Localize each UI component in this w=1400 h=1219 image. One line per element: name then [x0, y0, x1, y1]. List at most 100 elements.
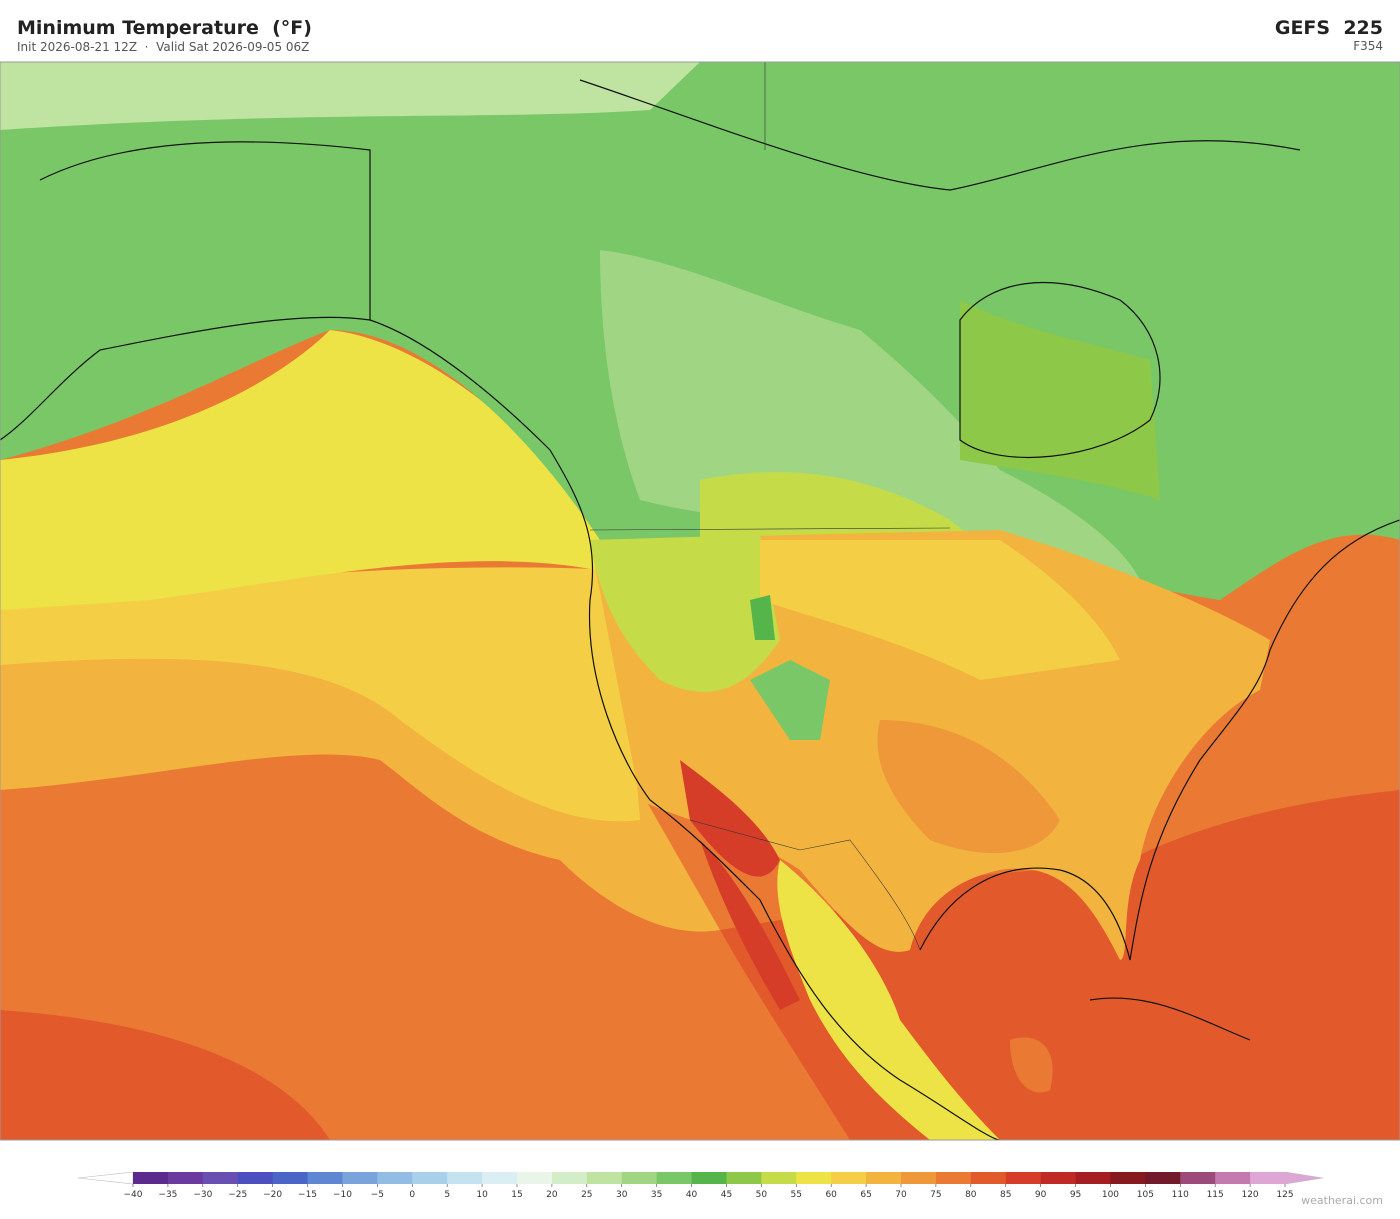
colorbar-tick-label: 55 [791, 1190, 802, 1200]
colorbar-bin [412, 1172, 448, 1184]
colorbar-tick-label: 65 [860, 1190, 871, 1200]
yucatan [1010, 1037, 1053, 1093]
colorbar-tick-label: 115 [1207, 1190, 1224, 1200]
colorbar-bin [517, 1172, 553, 1184]
colorbar-tick-label: 10 [476, 1190, 488, 1200]
colorbar-tick-label: 35 [651, 1190, 662, 1200]
colorbar-bin [761, 1172, 797, 1184]
atlantic-warm [1150, 660, 1400, 850]
cuba [1089, 997, 1251, 1041]
colorbar-bin [342, 1172, 378, 1184]
colorbar-tick-label: 45 [721, 1190, 732, 1200]
colorbar-bin [1005, 1172, 1042, 1184]
ocean-yellow-orange [0, 567, 640, 822]
colorbar-bin [377, 1172, 413, 1184]
us-canada-border [589, 527, 951, 531]
colorbar-tick-label: 20 [546, 1190, 558, 1200]
map-frame [0, 61, 1400, 1141]
colorbar-bin [691, 1172, 727, 1184]
colorbar-tick-label: 90 [1035, 1190, 1047, 1200]
colorbar-bin [935, 1172, 972, 1184]
subtitle: Init 2026-08-21 12Z · Valid Sat 2026-09-… [17, 40, 309, 54]
colorbar-bin [866, 1172, 902, 1184]
colorbar-tick-label: 125 [1276, 1190, 1293, 1200]
colorbar-tick-label: 30 [616, 1190, 628, 1200]
yellowstone-cool [750, 595, 775, 640]
colorbar-tick-label: 40 [686, 1190, 698, 1200]
ocean-yellow [0, 330, 620, 610]
colorbar-bin [1075, 1172, 1111, 1184]
colorbar-bin [202, 1172, 239, 1184]
coastlines [0, 79, 1400, 1140]
colorbar-bin [621, 1172, 658, 1184]
colorbar-bin [1110, 1172, 1146, 1184]
colorbar-tick-label: 50 [756, 1190, 768, 1200]
north-plains [760, 540, 1120, 680]
baja-hot [700, 840, 800, 1010]
colorbar-bin [1180, 1172, 1216, 1184]
colorbar-tick-label: 120 [1241, 1190, 1258, 1200]
colorbar-tick-label: 60 [825, 1190, 837, 1200]
colorbar-bin [726, 1172, 762, 1184]
colorbar-tick-label: −30 [193, 1190, 212, 1200]
colorbar-tick-label: 105 [1137, 1190, 1154, 1200]
colorbar-bin [831, 1172, 867, 1184]
ocean-hot [0, 1010, 330, 1140]
watermark: weatherai.com [1301, 1194, 1383, 1207]
colorbar-bin [970, 1172, 1007, 1184]
alaska-coast [0, 141, 371, 441]
colorbar-tick-label: −5 [371, 1190, 384, 1200]
colorbar-tick-label: 15 [511, 1190, 522, 1200]
colorbar-bin [447, 1172, 483, 1184]
desert-hot [680, 760, 780, 877]
south-plains-warm [877, 720, 1060, 854]
us-mexico-border [689, 819, 921, 951]
colorbar-bin [586, 1172, 623, 1184]
quebec-green [960, 300, 1160, 500]
colorbar-tick-label: 75 [930, 1190, 941, 1200]
colorbar-tick-label: 0 [409, 1190, 415, 1200]
colorbar-bin [133, 1172, 169, 1184]
colorbar-tick-label: −10 [333, 1190, 352, 1200]
colorbar: −40 −35 −30 −25 −20 −15 −10 −5 0 5 10 15 20 25 30 35 40 4… [77, 1171, 1324, 1200]
colorbar-tick-label: 70 [895, 1190, 907, 1200]
pacific-coast [369, 319, 1001, 1140]
title: Minimum Temperature (°F) [17, 17, 312, 39]
colorbar-tick-label: −25 [228, 1190, 247, 1200]
colorbar-bin [482, 1172, 518, 1184]
colorbar-bin [1250, 1172, 1286, 1184]
colorbar-tick-label: 95 [1070, 1190, 1081, 1200]
model-label: GEFS 225 [1275, 17, 1383, 39]
colorbar-tick-label: −20 [263, 1190, 282, 1200]
colorbar-bin [307, 1172, 343, 1184]
forecast-hour: F354 [1353, 39, 1383, 53]
colorbar-tick-label: 80 [965, 1190, 977, 1200]
colorbar-bin [901, 1172, 937, 1184]
colorbar-tick-label: 25 [581, 1190, 592, 1200]
arctic-cool [0, 62, 700, 130]
arctic-coast [579, 79, 1301, 191]
colorbar-bin [237, 1172, 274, 1184]
northwest-cool [590, 535, 780, 692]
colorbar-bin [656, 1172, 693, 1184]
colorbar-bin [1040, 1172, 1077, 1184]
rockies-cool [750, 660, 830, 740]
colorbar-tick-label: −15 [298, 1190, 317, 1200]
colorbar-bin [167, 1172, 204, 1184]
borders [589, 62, 951, 951]
mexico-highlands [777, 860, 1000, 1140]
colorbar-bin [551, 1172, 588, 1184]
colorbar-tick-label: 5 [444, 1190, 450, 1200]
colorbar-bin [796, 1172, 832, 1184]
colorbar-tick-label: 100 [1102, 1190, 1119, 1200]
colorbar-tick-label: 110 [1172, 1190, 1189, 1200]
colorbar-bin [1215, 1172, 1251, 1184]
hudson-bay [959, 282, 1161, 459]
map [0, 61, 1400, 1141]
colorbar-bin [272, 1172, 309, 1184]
colorbar-tick-label: −40 [124, 1190, 143, 1200]
colorbar-tick-label: −35 [158, 1190, 177, 1200]
atlantic-coast [919, 519, 1400, 961]
